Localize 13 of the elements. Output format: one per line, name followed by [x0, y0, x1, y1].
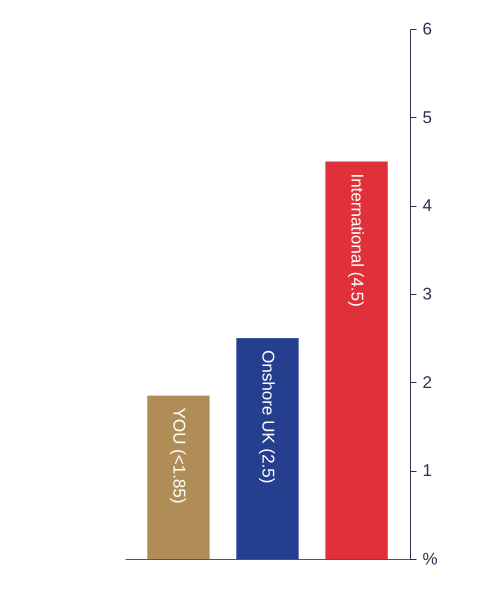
data-label: YOU (<1.85) [169, 408, 188, 504]
y-tick-label: 1 [422, 461, 432, 480]
y-tick-label: % [422, 550, 438, 568]
y-tick-label: 3 [422, 284, 432, 304]
bar [325, 162, 388, 559]
bar [147, 396, 210, 559]
data-label: Onshore UK (2.5) [258, 350, 278, 484]
data-label: International (4.5) [348, 174, 367, 307]
y-tick-label: 6 [422, 20, 432, 38]
y-tick-label: 2 [422, 372, 432, 392]
y-tick-label: 5 [422, 108, 432, 127]
bar [236, 338, 299, 559]
y-tick-label: 4 [422, 196, 432, 216]
